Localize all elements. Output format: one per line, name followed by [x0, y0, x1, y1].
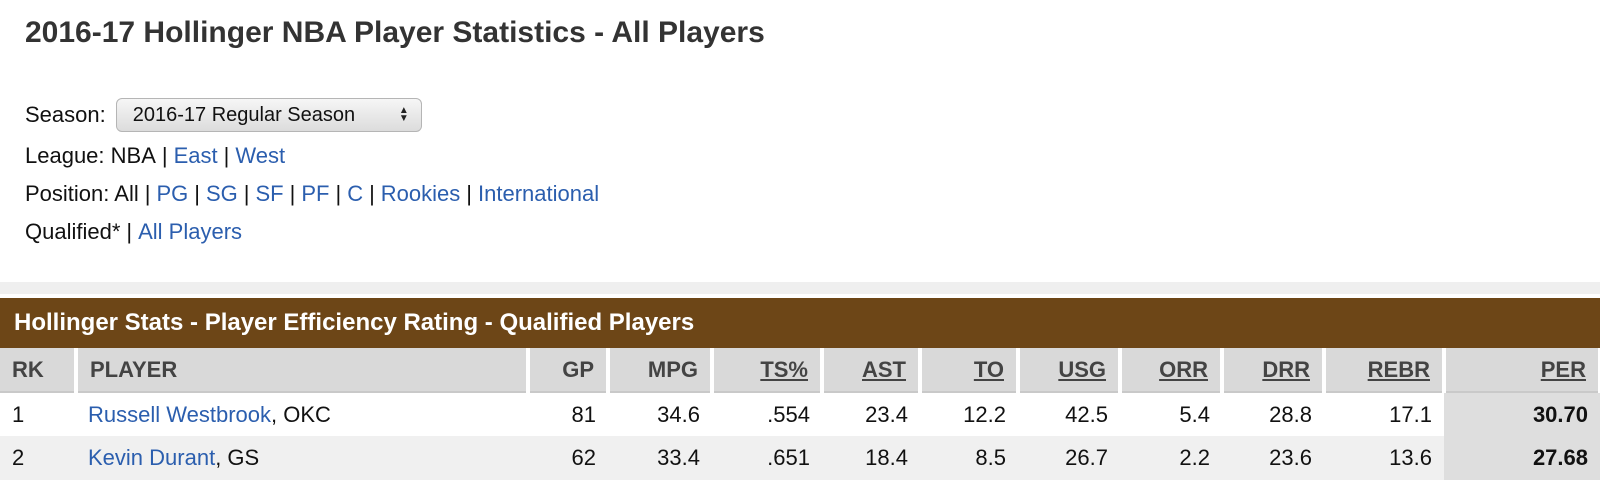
- col-header-per[interactable]: PER: [1444, 348, 1600, 393]
- cell-rebr: 13.6: [1324, 436, 1444, 480]
- cell-drr: 28.8: [1222, 392, 1324, 436]
- cell-gp: 81: [528, 392, 608, 436]
- cell-drr: 23.6: [1222, 436, 1324, 480]
- player-link[interactable]: Kevin Durant: [88, 445, 216, 470]
- position-filter: Position: All | PG | SG | SF | PF | C | Rookies | Inte…: [25, 181, 600, 206]
- cell-per: 30.70: [1444, 392, 1600, 436]
- cell-ast: 23.4: [822, 392, 920, 436]
- page-title: 2016-17 Hollinger NBA Player Statistics …: [25, 16, 765, 49]
- league-filter: League: NBA | East | West: [25, 143, 286, 168]
- stats-table: RK PLAYER GP MPG TS% AST TO USG ORR DRR …: [0, 348, 1600, 480]
- position-current: All: [114, 181, 139, 206]
- cell-rebr: 17.1: [1324, 392, 1444, 436]
- player-team: , GS: [215, 445, 260, 470]
- col-header-mpg: MPG: [608, 348, 714, 393]
- col-header-drr[interactable]: DRR: [1222, 348, 1326, 393]
- position-link-pf[interactable]: PF: [301, 181, 330, 206]
- league-link-east[interactable]: East: [173, 143, 218, 168]
- cell-ts: .554: [712, 392, 822, 436]
- col-header-to[interactable]: TO: [920, 348, 1020, 393]
- cell-per: 27.68: [1444, 436, 1600, 480]
- cell-player: Kevin Durant, GS: [76, 436, 528, 480]
- select-arrows-icon: ▲ ▼: [398, 105, 409, 124]
- season-select[interactable]: 2016-17 Regular Season ▲ ▼: [115, 98, 422, 132]
- player-link[interactable]: Russell Westbrook: [88, 401, 271, 427]
- position-link-international[interactable]: International: [478, 181, 600, 206]
- col-header-rebr[interactable]: REBR: [1324, 348, 1446, 393]
- col-header-orr[interactable]: ORR: [1120, 348, 1224, 393]
- cell-ast: 18.4: [822, 436, 920, 480]
- cell-orr: 2.2: [1120, 436, 1222, 480]
- position-link-rookies[interactable]: Rookies: [380, 181, 461, 206]
- table-title: Hollinger Stats - Player Efficiency Rati…: [0, 298, 1600, 348]
- col-header-gp: GP: [528, 348, 610, 393]
- league-label: League:: [25, 143, 105, 168]
- position-label: Position:: [25, 181, 110, 206]
- cell-ts: .651: [712, 436, 822, 480]
- col-header-rk: RK: [0, 348, 78, 393]
- position-link-sf[interactable]: SF: [255, 181, 284, 206]
- position-link-c[interactable]: C: [347, 181, 364, 206]
- col-header-player: PLAYER: [76, 348, 530, 393]
- cell-rk: 2: [0, 436, 76, 480]
- table-row: 1 Russell Westbrook, OKC 81 34.6 .554 23…: [0, 392, 1600, 436]
- col-header-ast[interactable]: AST: [822, 348, 922, 393]
- cell-to: 12.2: [920, 392, 1018, 436]
- season-select-value: 2016-17 Regular Season: [132, 103, 356, 126]
- player-team: , OKC: [271, 401, 331, 427]
- col-header-usg[interactable]: USG: [1018, 348, 1122, 393]
- cell-rk: 1: [0, 392, 76, 436]
- section-divider: [0, 282, 1600, 294]
- league-link-west[interactable]: West: [235, 143, 286, 168]
- qualified-current: Qualified*: [25, 219, 121, 244]
- table-header-row: RK PLAYER GP MPG TS% AST TO USG ORR DRR …: [0, 348, 1600, 393]
- table-row: 2 Kevin Durant, GS 62 33.4 .651 18.4 8.5…: [0, 436, 1600, 480]
- cell-mpg: 34.6: [608, 392, 712, 436]
- col-header-ts[interactable]: TS%: [712, 348, 824, 393]
- season-label: Season:: [25, 102, 106, 127]
- cell-mpg: 33.4: [608, 436, 712, 480]
- qualified-filter: Qualified* | All Players: [25, 219, 243, 244]
- position-link-sg[interactable]: SG: [205, 181, 238, 206]
- filters-section: 2016-17 Hollinger NBA Player Statistics …: [25, 16, 1575, 244]
- cell-to: 8.5: [920, 436, 1018, 480]
- cell-gp: 62: [528, 436, 608, 480]
- position-link-pg[interactable]: PG: [156, 181, 189, 206]
- season-row: Season: 2016-17 Regular Season ▲ ▼: [25, 97, 1575, 133]
- cell-usg: 26.7: [1018, 436, 1120, 480]
- league-current: NBA: [110, 143, 156, 168]
- cell-usg: 42.5: [1018, 392, 1120, 436]
- cell-orr: 5.4: [1120, 392, 1222, 436]
- cell-player: Russell Westbrook, OKC: [76, 392, 528, 436]
- all-players-link[interactable]: All Players: [138, 219, 243, 244]
